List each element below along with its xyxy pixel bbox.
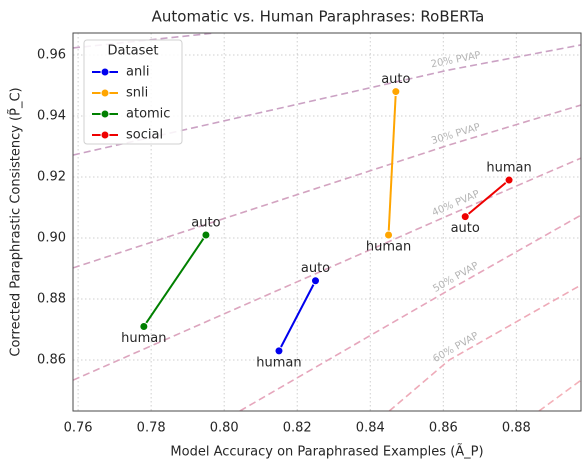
chart-title: Automatic vs. Human Paraphrases: RoBERTa (152, 8, 485, 26)
point-label: auto (301, 261, 330, 276)
data-point (274, 346, 284, 356)
data-point (460, 212, 470, 222)
data-point (139, 321, 149, 331)
y-tick-label: 0.88 (37, 292, 66, 307)
legend-marker (100, 130, 110, 140)
x-tick-label: 0.78 (137, 421, 166, 436)
point-label: human (256, 355, 301, 370)
series-line (143, 234, 207, 328)
y-axis-label: Corrected Paraphrastic Consistency (P̃_C… (8, 87, 23, 356)
contour-label: 40% PVAP (431, 189, 482, 219)
legend-marker (100, 109, 110, 119)
y-tick-label: 0.86 (37, 353, 66, 368)
contour-label: 50% PVAP (431, 260, 480, 294)
point-label: auto (381, 72, 410, 87)
y-tick-label: 0.90 (37, 231, 66, 246)
pvap-contour (239, 214, 581, 411)
point-label: human (366, 239, 411, 254)
legend-marker (100, 88, 110, 98)
point-label: human (486, 161, 531, 176)
legend-marker (100, 67, 110, 77)
pvap-contour (73, 104, 581, 269)
series-line (387, 91, 397, 236)
x-tick-label: 0.88 (502, 421, 531, 436)
point-label: human (121, 331, 166, 346)
legend-title: Dataset (108, 44, 159, 59)
pvap-contour (73, 157, 581, 381)
contour-label: 20% PVAP (430, 50, 482, 70)
x-tick-label: 0.76 (64, 421, 93, 436)
pvap-contour (73, 44, 581, 156)
data-point (391, 87, 401, 97)
legend-label: anli (126, 65, 149, 80)
data-point (201, 230, 211, 240)
y-tick-label: 0.94 (37, 108, 66, 123)
x-tick-label: 0.84 (356, 421, 385, 436)
x-axis-label: Model Accuracy on Paraphrased Examples (… (170, 444, 483, 460)
x-tick-label: 0.86 (429, 421, 458, 436)
pvap-contour (538, 379, 581, 411)
y-tick-label: 0.96 (37, 47, 66, 62)
legend-label: social (126, 128, 163, 143)
data-point (504, 175, 514, 185)
legend-label: snli (126, 86, 148, 101)
x-tick-label: 0.80 (210, 421, 239, 436)
data-point (384, 230, 394, 240)
plot-frame (72, 32, 582, 412)
series-line (278, 280, 317, 352)
point-label: auto (191, 215, 220, 230)
data-point (310, 276, 320, 286)
series-line (464, 179, 510, 218)
x-tick-label: 0.82 (283, 421, 312, 436)
legend-label: atomic (126, 107, 170, 122)
point-label: auto (451, 221, 480, 236)
legend-box (83, 39, 183, 145)
pvap-contour (388, 284, 581, 411)
y-tick-label: 0.92 (37, 170, 66, 185)
